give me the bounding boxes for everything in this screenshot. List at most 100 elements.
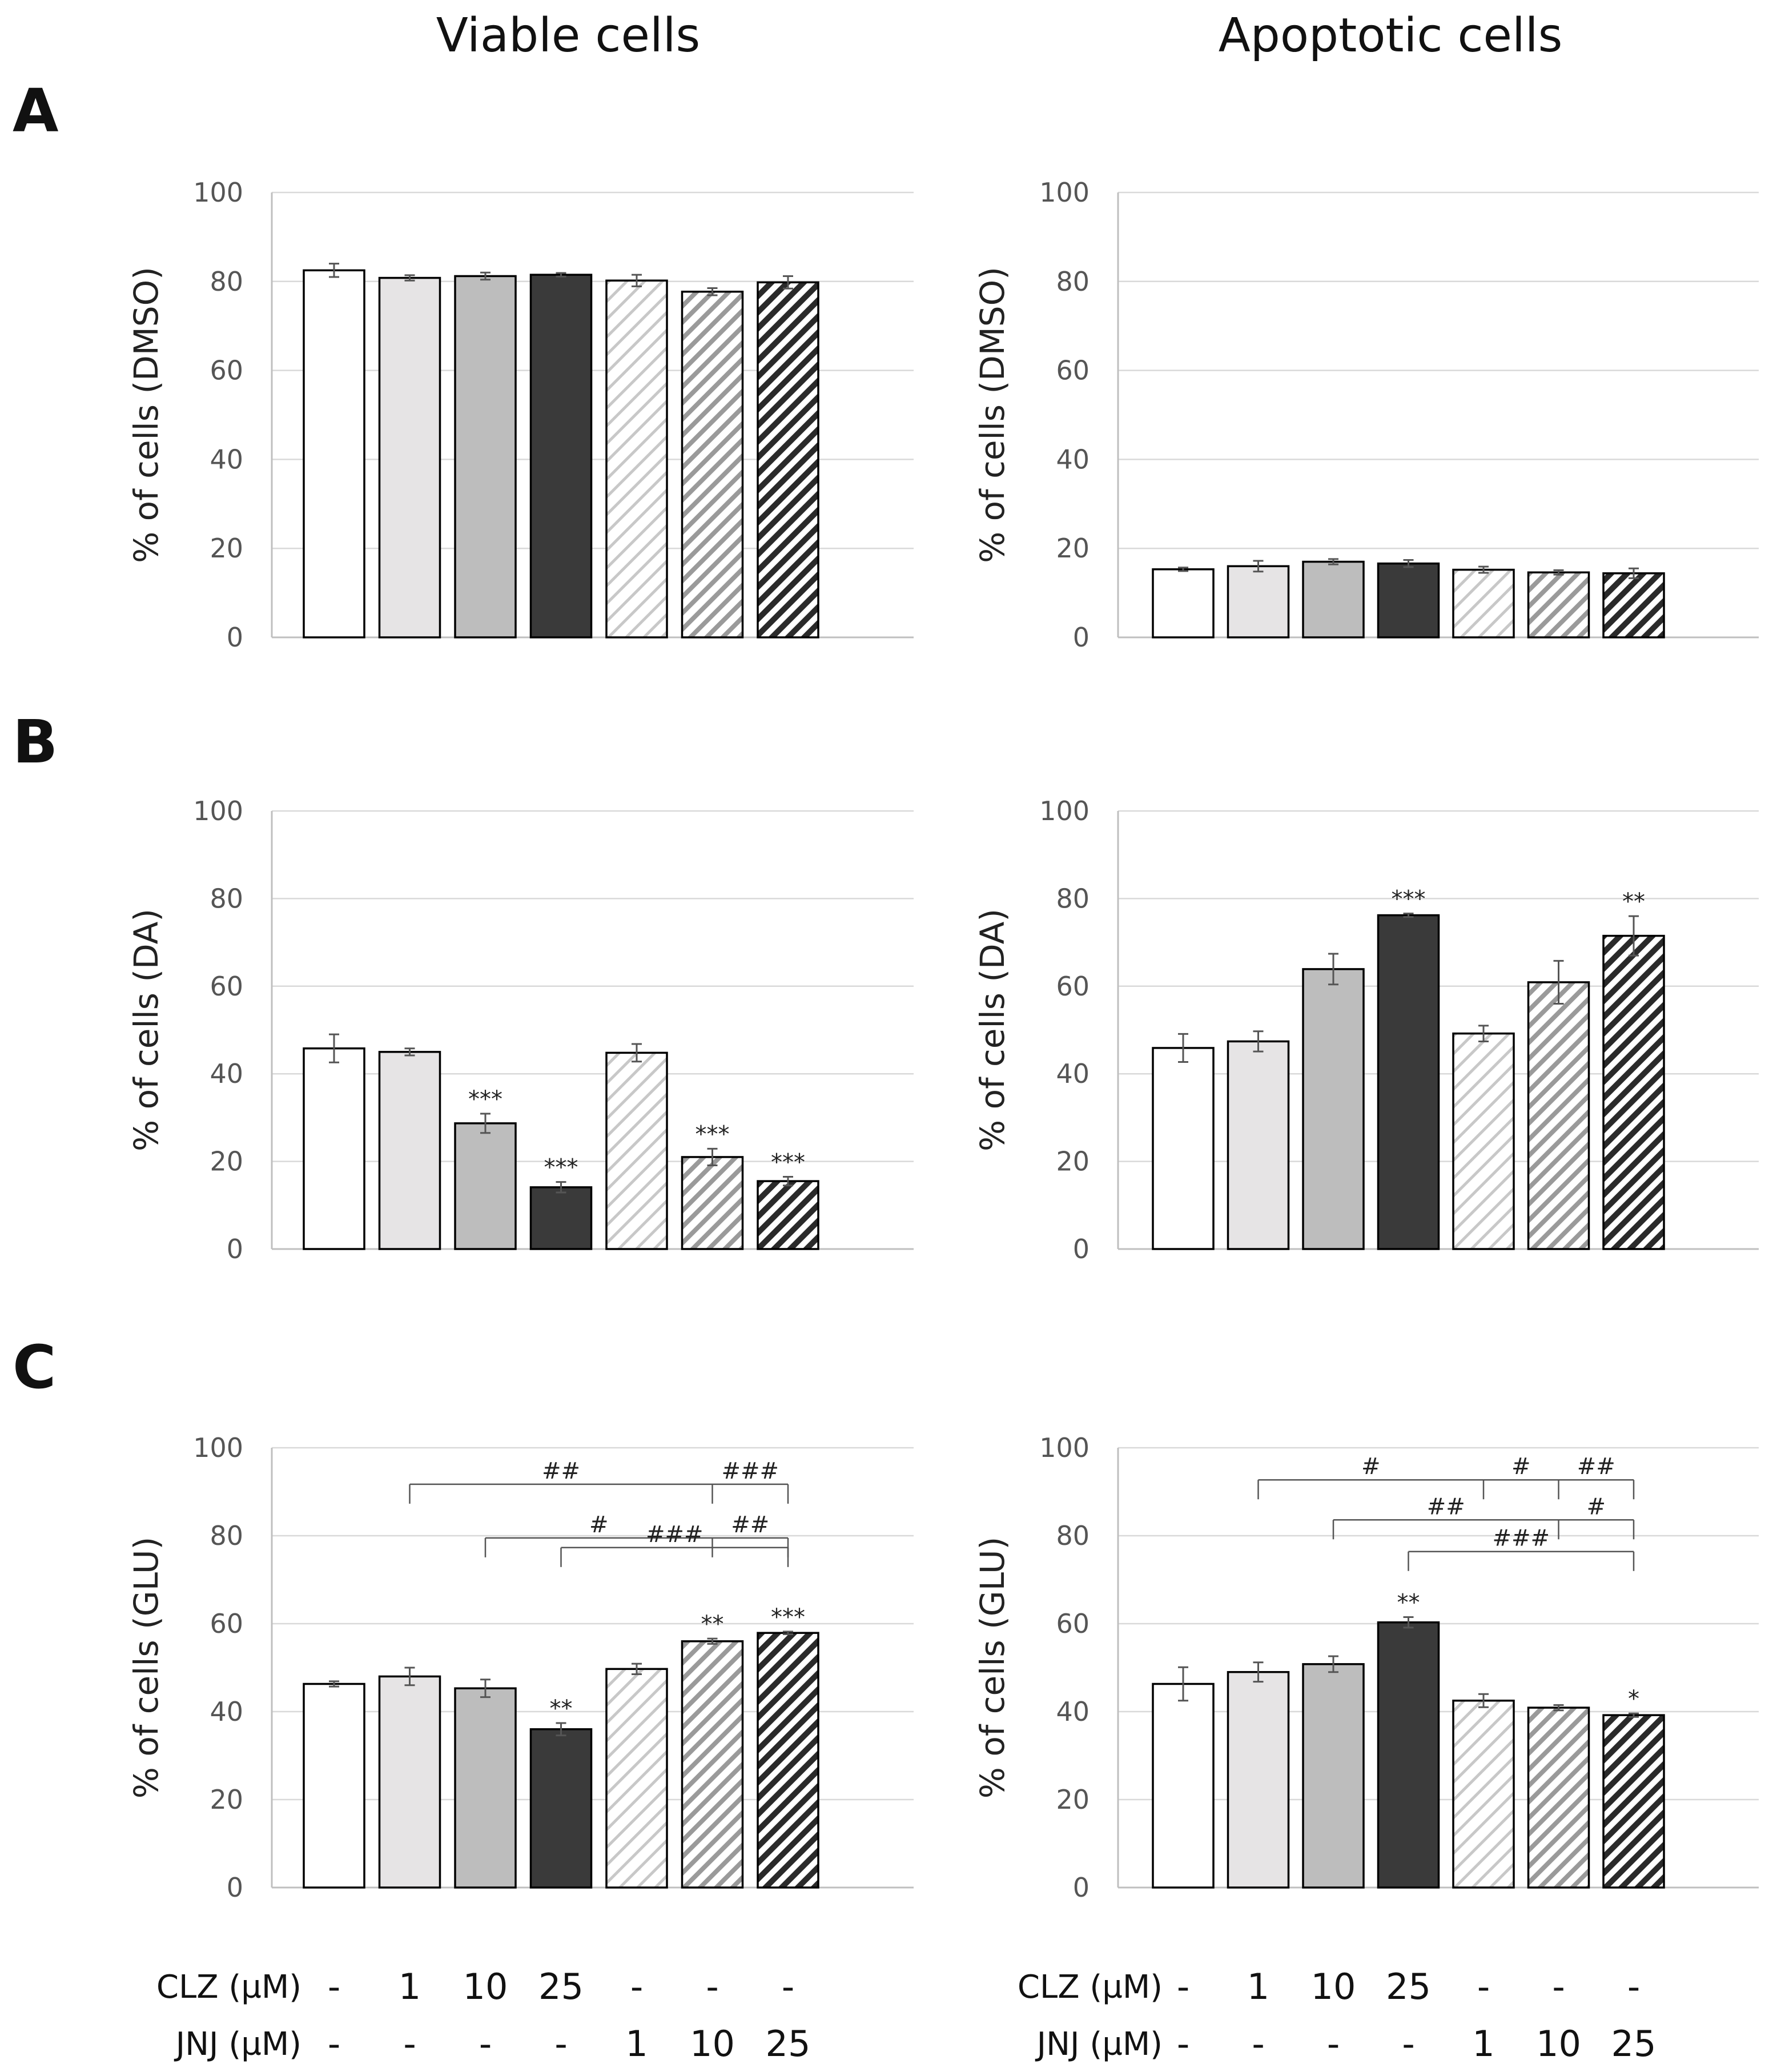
chart-a-apoptotic: 0 20 40 60 80 100 % of cells (DMSO) <box>973 177 1759 653</box>
bracket-label: ### <box>646 1521 703 1548</box>
x-condition-value: - <box>328 1966 340 2007</box>
x-condition-value: 1 <box>399 1966 421 2007</box>
error-bar <box>329 263 339 278</box>
clz-row-label-right: CLZ (µM) <box>1018 1969 1163 2006</box>
y-tick-label: 100 <box>1039 177 1090 208</box>
significance-label: *** <box>544 1155 578 1181</box>
error-bar <box>783 1631 793 1635</box>
bar <box>1452 568 1515 639</box>
error-bar <box>556 272 566 278</box>
charts-layer: 0 20 40 60 80 100 % of cells (DMSO) 0 20 40 60 80 10… <box>127 177 1759 1903</box>
x-condition-value: - <box>782 1966 794 2007</box>
bar <box>378 276 441 639</box>
y-tick-label: 80 <box>1056 266 1090 297</box>
y-tick-label: 100 <box>193 1432 243 1463</box>
error-bar <box>1629 915 1639 957</box>
y-tick-label: 40 <box>1056 444 1090 475</box>
y-tick-label: 20 <box>210 1146 243 1177</box>
comparison-bracket: ### <box>1408 1525 1635 1571</box>
x-condition-value: - <box>554 2023 567 2065</box>
bar <box>1377 914 1440 1250</box>
x-condition-value: 25 <box>766 2023 811 2065</box>
x-condition-value: 10 <box>1311 1966 1356 2007</box>
error-bar <box>556 1722 566 1737</box>
x-condition-value: 25 <box>1386 1966 1431 2007</box>
comparison-bracket: ### <box>484 1512 789 1557</box>
bar <box>681 290 744 639</box>
error-bar <box>632 1043 642 1063</box>
x-condition-value: - <box>328 2023 340 2065</box>
comparison-bracket: ### <box>1332 1493 1635 1540</box>
error-bar <box>1629 1712 1639 1718</box>
x-condition-value: 10 <box>463 1966 508 2007</box>
x-condition-value: - <box>1552 1966 1565 2007</box>
y-tick-label: 80 <box>210 883 243 914</box>
bar <box>1227 565 1290 639</box>
y-tick-label: 60 <box>210 1608 243 1639</box>
bar <box>1452 1700 1515 1889</box>
error-bar <box>1253 1030 1264 1053</box>
y-tick-label: 60 <box>210 355 243 386</box>
bar <box>605 1668 668 1889</box>
y-tick-label: 60 <box>210 971 243 1002</box>
y-tick-label: 20 <box>210 1784 243 1815</box>
x-condition-value: - <box>1627 1966 1640 2007</box>
y-tick-label: 100 <box>1039 796 1090 826</box>
bar <box>1602 1714 1665 1889</box>
bar <box>303 269 365 639</box>
y-axis-label: % of cells (DA) <box>973 909 1012 1151</box>
bar <box>529 1186 593 1250</box>
bracket-label: # <box>1511 1453 1531 1480</box>
bar <box>681 1156 744 1250</box>
y-tick-label: 80 <box>1056 883 1090 914</box>
error-bar <box>1328 953 1338 986</box>
error-bar <box>1403 559 1414 568</box>
x-condition-value: - <box>1402 2023 1414 2065</box>
significance-label: ** <box>1397 1589 1420 1616</box>
error-bar <box>1629 567 1639 579</box>
y-tick-label: 0 <box>1073 1234 1090 1264</box>
y-tick-label: 100 <box>193 796 243 826</box>
error-bar <box>480 1113 491 1134</box>
y-tick-label: 0 <box>227 622 243 653</box>
error-bar <box>1253 560 1264 573</box>
error-bar <box>480 1679 491 1698</box>
significance-label: *** <box>695 1121 730 1147</box>
bar <box>1377 562 1440 639</box>
y-tick-label: 80 <box>210 266 243 297</box>
y-axis-label: % of cells (GLU) <box>127 1537 166 1798</box>
error-bar <box>1553 959 1564 1005</box>
error-bar <box>1178 1666 1188 1702</box>
error-bar <box>783 275 793 290</box>
error-bar <box>1403 912 1414 918</box>
x-condition-value: 1 <box>625 2023 648 2065</box>
x-condition-value: 1 <box>1472 2023 1494 2065</box>
error-bar <box>1328 558 1338 565</box>
bracket-label: ### <box>721 1458 779 1484</box>
error-bar <box>783 1175 793 1187</box>
y-tick-label: 40 <box>1056 1696 1090 1727</box>
x-condition-value: - <box>630 1966 643 2007</box>
bar <box>1527 571 1590 639</box>
x-condition-value: - <box>403 2023 416 2065</box>
y-tick-label: 40 <box>210 1696 243 1727</box>
y-axis-label: % of cells (DMSO) <box>973 267 1012 563</box>
bar <box>1527 981 1590 1250</box>
significance-label: *** <box>771 1604 805 1631</box>
y-tick-label: 100 <box>193 177 243 208</box>
y-tick-label: 0 <box>227 1872 243 1903</box>
y-tick-label: 80 <box>210 1520 243 1551</box>
error-bar <box>707 287 718 296</box>
bar <box>378 1051 441 1250</box>
significance-label: *** <box>771 1149 805 1175</box>
bracket-label: ## <box>731 1512 769 1538</box>
error-bar <box>1553 1704 1564 1712</box>
bracket-label: # <box>589 1512 609 1538</box>
y-tick-label: 80 <box>1056 1520 1090 1551</box>
error-bar <box>404 1047 415 1057</box>
significance-label: *** <box>468 1086 502 1113</box>
error-bar <box>632 1663 642 1676</box>
